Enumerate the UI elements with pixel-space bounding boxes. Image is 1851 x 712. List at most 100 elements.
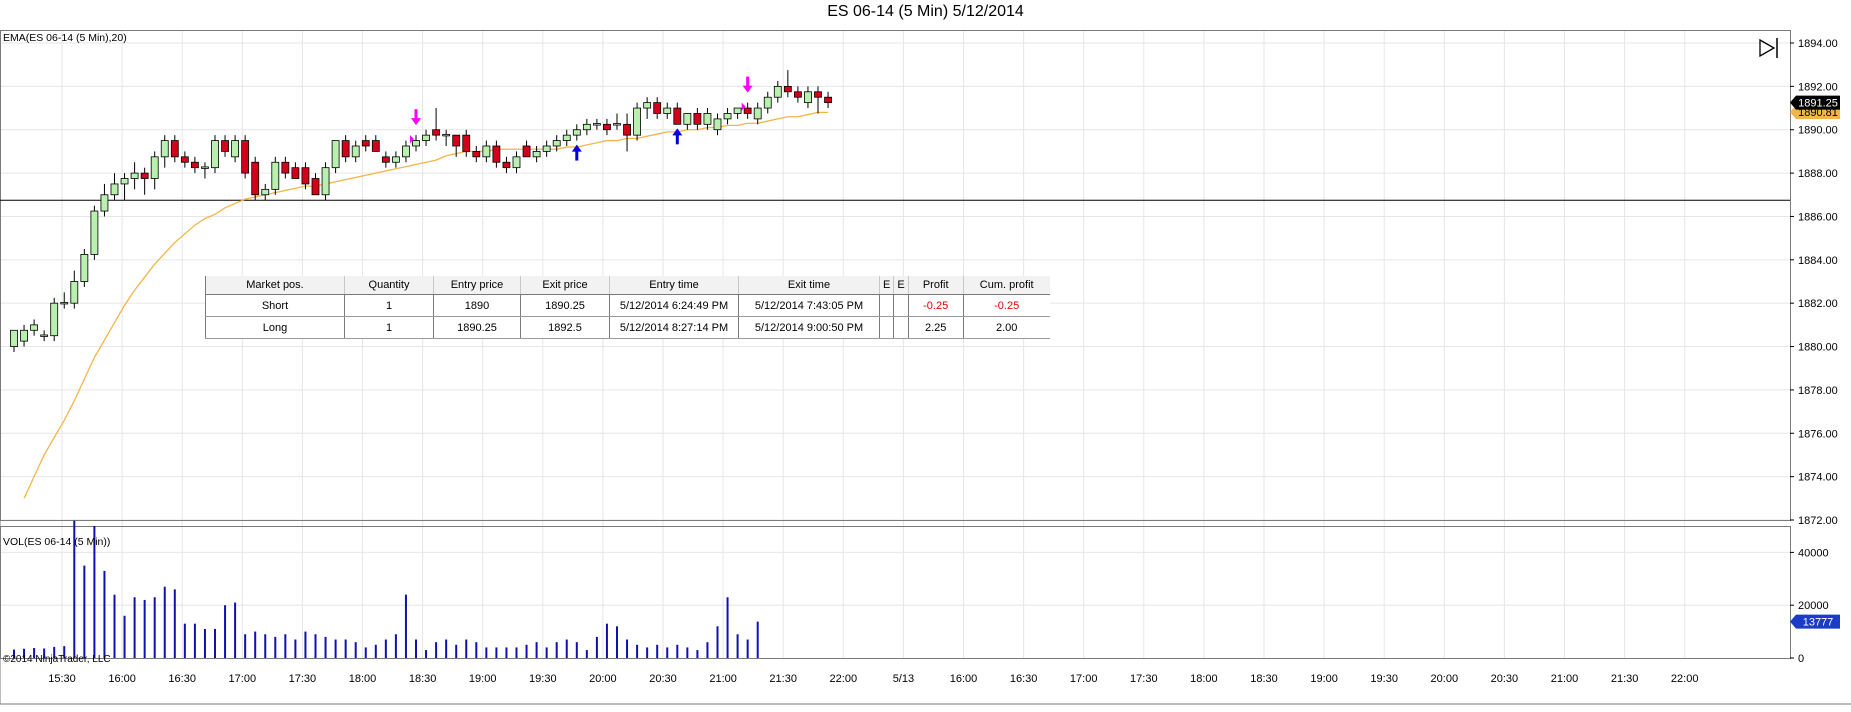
candle (703, 108, 712, 130)
candle-body (20, 329, 28, 342)
volume-bar (525, 644, 528, 658)
candle-body (201, 166, 209, 169)
last-volume-tag: 13777 (1790, 614, 1840, 629)
candlesticks (10, 70, 832, 352)
volume-bar (374, 644, 377, 658)
sell-arrow-icon (742, 76, 753, 93)
volume-bar (485, 647, 488, 658)
volume-bar (475, 642, 478, 658)
col-exit-time[interactable]: Exit time (738, 276, 880, 295)
candle-body (452, 134, 461, 147)
candle (321, 162, 330, 201)
col-e1[interactable]: E (878, 276, 894, 295)
y-tick-label: 1882.00 (1798, 298, 1838, 310)
x-tick-label: 22:00 (1671, 673, 1699, 685)
volume-bar (455, 644, 458, 658)
col-market-pos[interactable]: Market pos. (205, 276, 345, 295)
x-tick-label: 19:00 (1310, 673, 1338, 685)
candle-body (562, 134, 571, 141)
cell-cum-profit: 2.00 (962, 316, 1050, 339)
volume-bar (445, 639, 448, 658)
exit-marker-icon (410, 135, 414, 144)
volume-bar (163, 586, 166, 658)
candle-body (502, 161, 511, 169)
scroll-to-end-icon[interactable] (1759, 38, 1778, 58)
col-cum-profit[interactable]: Cum. profit (962, 276, 1050, 295)
volume-bar (83, 565, 86, 658)
col-entry-price[interactable]: Entry price (433, 276, 521, 295)
x-tick-label: 20:00 (1431, 673, 1459, 685)
candle-body (824, 96, 832, 104)
trade-row[interactable]: Short 1 1890 1890.25 5/12/2014 6:24:49 P… (205, 294, 1050, 317)
x-tick-label: 16:00 (108, 673, 136, 685)
candle-body (150, 156, 159, 179)
candle-body (723, 113, 732, 120)
x-tick-label: 18:00 (349, 673, 377, 685)
candle-body (281, 161, 290, 174)
col-profit[interactable]: Profit (907, 276, 964, 295)
volume-bar (354, 642, 357, 658)
candle (462, 129, 471, 157)
candle (482, 140, 491, 163)
sell-arrow-head (742, 85, 753, 93)
x-tick-label: 18:00 (1190, 673, 1218, 685)
candle-body (100, 194, 109, 212)
last-volume-tag-text: 13777 (1803, 617, 1834, 629)
x-tick-label: 16:00 (950, 673, 978, 685)
volume-bars (13, 520, 759, 658)
candle-body (623, 123, 631, 136)
volume-bar (334, 639, 337, 658)
volume-bar (646, 647, 649, 658)
candle (381, 151, 390, 168)
candle (291, 162, 300, 179)
ema-line (23, 111, 829, 499)
volume-bar (304, 631, 307, 658)
volume-bar (616, 626, 618, 658)
ema-polyline (23, 111, 829, 499)
candle-body (402, 145, 410, 158)
candle (733, 107, 742, 119)
trades-table[interactable]: Market pos. Quantity Entry price Exit pr… (205, 276, 1050, 339)
volume-bar (666, 647, 669, 658)
candle-body (693, 113, 702, 125)
candle-body (412, 140, 420, 147)
candle (683, 113, 692, 130)
candle-body (462, 134, 471, 152)
col-quantity[interactable]: Quantity (344, 276, 434, 295)
candle-body (743, 107, 752, 114)
last-volume-tag-shape (1790, 614, 1840, 629)
candle-body (653, 102, 662, 114)
cell-e2 (893, 316, 909, 339)
candle-body (482, 145, 491, 158)
volume-bar (203, 628, 206, 658)
cell-e2 (893, 294, 909, 317)
candle (120, 173, 129, 201)
candle (201, 162, 209, 179)
volume-bar (545, 647, 548, 658)
candle-body (381, 156, 390, 163)
sell-arrow-head (411, 118, 421, 126)
col-entry-time[interactable]: Entry time (609, 276, 739, 295)
candle (593, 118, 601, 130)
trade-row[interactable]: Long 1 1890.25 1892.5 5/12/2014 8:27:14 … (205, 316, 1050, 339)
candle-body (492, 145, 501, 163)
candle-body (442, 134, 451, 137)
volume-panel-frame (0, 526, 1791, 659)
volume-bar (676, 644, 679, 658)
candle (281, 156, 290, 179)
candle-body (794, 91, 802, 98)
volume-bar (384, 639, 387, 658)
volume-bar (736, 634, 739, 658)
col-exit-price[interactable]: Exit price (520, 276, 610, 295)
cell-market-pos: Long (205, 316, 345, 339)
axis-labels: 15:30 16:00 16:30 17:00 17:30 18:00 18:30 19:00… (48, 38, 1838, 685)
candle-body (291, 167, 300, 179)
candle (391, 151, 400, 168)
col-e2[interactable]: E (893, 276, 909, 295)
candle-body (40, 334, 49, 337)
y-tick-label: 1888.00 (1798, 168, 1838, 180)
chart-title: ES 06-14 (5 Min) 5/12/2014 (827, 3, 1024, 20)
candle-body (542, 145, 551, 152)
candle (271, 156, 280, 195)
